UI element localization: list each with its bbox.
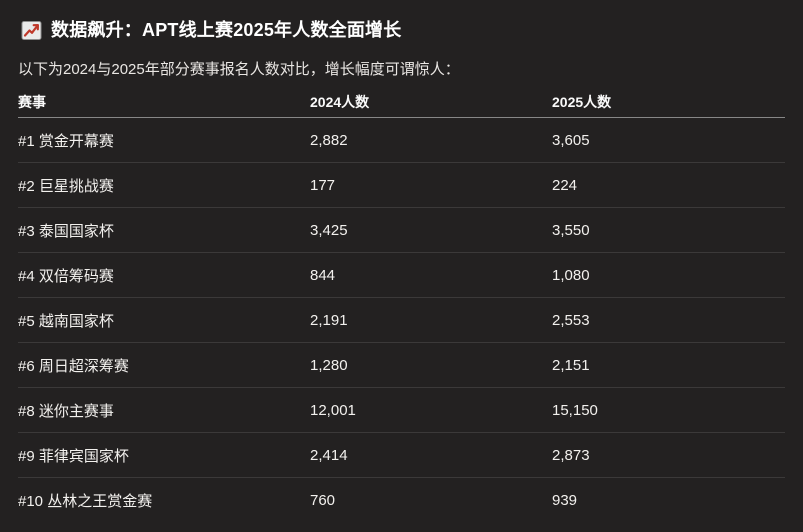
count-2025: 3,550 <box>552 221 590 239</box>
table-row: #5 越南国家杯 2,191 2,553 <box>18 298 785 343</box>
table-row: #8 迷你主赛事 12,001 15,150 <box>18 388 785 433</box>
count-2024: 760 <box>310 491 336 509</box>
count-2025: 1,080 <box>552 266 590 284</box>
count-2025: 939 <box>552 491 578 509</box>
table-row: #3 泰国国家杯 3,425 3,550 <box>18 208 785 253</box>
count-2024: 1,280 <box>310 356 348 374</box>
event-name: #6 周日超深筹赛 <box>18 357 129 375</box>
table-row: #10 丛林之王赏金赛 760 939 <box>18 478 785 522</box>
page-title: 数据飙升：APT线上赛2025年人数全面增长 <box>51 20 402 40</box>
event-name: #5 越南国家杯 <box>18 312 114 330</box>
column-header-2024: 2024人数 <box>310 94 370 110</box>
count-2024: 2,882 <box>310 131 348 149</box>
count-2024: 2,191 <box>310 311 348 329</box>
table-row: #2 巨星挑战赛 177 224 <box>18 163 785 208</box>
chart-increasing-icon <box>21 20 42 41</box>
column-header-event: 赛事 <box>18 94 46 110</box>
event-name: #8 迷你主赛事 <box>18 402 114 420</box>
count-2025: 3,605 <box>552 131 590 149</box>
count-2024: 844 <box>310 266 336 284</box>
count-2025: 15,150 <box>552 401 598 419</box>
count-2025: 224 <box>552 176 578 194</box>
count-2025: 2,151 <box>552 356 590 374</box>
table-row: #9 菲律宾国家杯 2,414 2,873 <box>18 433 785 478</box>
count-2024: 177 <box>310 176 336 194</box>
intro-text: 以下为2024与2025年部分赛事报名人数对比，增长幅度可谓惊人： <box>18 61 460 78</box>
table-row: #6 周日超深筹赛 1,280 2,151 <box>18 343 785 388</box>
event-name: #1 赏金开幕赛 <box>18 132 114 150</box>
section-heading: 数据飙升：APT线上赛2025年人数全面增长 <box>21 16 785 44</box>
event-name: #10 丛林之王赏金赛 <box>18 492 153 510</box>
count-2025: 2,873 <box>552 446 590 464</box>
count-2024: 12,001 <box>310 401 356 419</box>
event-name: #2 巨星挑战赛 <box>18 177 114 195</box>
count-2024: 3,425 <box>310 221 348 239</box>
column-header-2025: 2025人数 <box>552 94 612 110</box>
event-name: #9 菲律宾国家杯 <box>18 447 129 465</box>
count-2024: 2,414 <box>310 446 348 464</box>
table-header-row: 赛事 2024人数 2025人数 <box>18 87 785 118</box>
count-2025: 2,553 <box>552 311 590 329</box>
comparison-table: 赛事 2024人数 2025人数 #1 赏金开幕赛 2,882 3,605 #2… <box>18 87 785 522</box>
table-row: #4 双倍筹码赛 844 1,080 <box>18 253 785 298</box>
event-name: #3 泰国国家杯 <box>18 222 114 240</box>
event-name: #4 双倍筹码赛 <box>18 267 114 285</box>
table-row: #1 赏金开幕赛 2,882 3,605 <box>18 118 785 163</box>
